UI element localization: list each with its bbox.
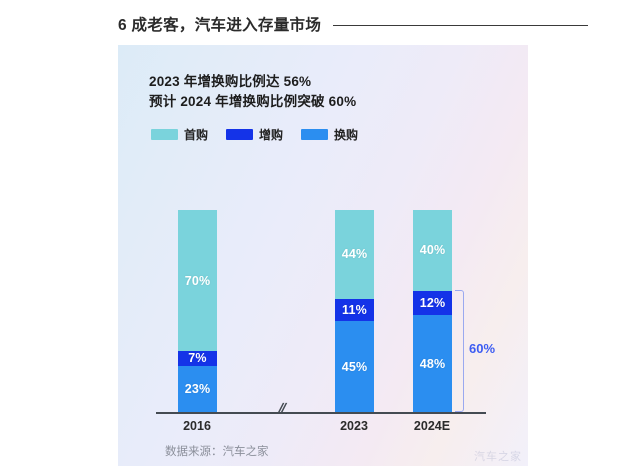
- legend-item-replacement-purchase[interactable]: 换购: [301, 126, 358, 143]
- page-title: 6 成老客，汽车进入存量市场: [118, 17, 322, 34]
- bar-segment-2023-additional-purchase[interactable]: 11%: [335, 298, 374, 322]
- bar-2023[interactable]: 44% 11% 45%: [335, 210, 374, 412]
- bar-2016[interactable]: 70% 7% 23%: [178, 210, 217, 412]
- chart-card: 2023 年增换购比例达 56% 预计 2024 年增换购比例突破 60% 首购…: [118, 45, 528, 466]
- x-axis-line: [156, 412, 486, 414]
- watermark: 汽车之家: [474, 451, 522, 463]
- legend-item-first-purchase[interactable]: 首购: [151, 126, 208, 143]
- bar-segment-label: 48%: [419, 356, 446, 371]
- x-axis-tick-2023: 2023: [340, 419, 368, 433]
- x-axis-tick-2024e: 2024E: [413, 419, 451, 433]
- annotation-bracket: [455, 290, 464, 412]
- bar-segment-label: 11%: [342, 303, 367, 318]
- page-header: 6 成老客，汽车进入存量市场: [118, 9, 588, 39]
- kpi-line-2: 预计 2024 年增换购比例突破 60%: [149, 93, 357, 109]
- bar-segment-2016-first-purchase[interactable]: 70%: [178, 210, 217, 352]
- bar-segment-2016-replacement-purchase[interactable]: 23%: [178, 365, 217, 412]
- bar-segment-2023-first-purchase[interactable]: 44%: [335, 210, 374, 299]
- legend-swatch-icon-replacement-purchase: [301, 129, 329, 140]
- bar-segment-label: 70%: [184, 273, 211, 288]
- x-axis-tick-2016: 2016: [183, 419, 211, 433]
- legend-label-first-purchase: 首购: [184, 128, 209, 142]
- bar-segment-label: 7%: [188, 351, 207, 366]
- bar-segment-label: 40%: [419, 243, 446, 258]
- legend-swatch-icon-first-purchase: [151, 129, 178, 140]
- legend-label-additional-purchase: 增购: [259, 128, 284, 142]
- chart-plot-area: 70% 7% 23% 44% 11% 45% 40%: [118, 45, 528, 466]
- legend-label-replacement-purchase: 换购: [334, 128, 359, 142]
- kpi-text-block: 2023 年增换购比例达 56% 预计 2024 年增换购比例突破 60%: [149, 72, 356, 111]
- chart-legend: 首购 增购 换购: [151, 126, 358, 143]
- legend-item-additional-purchase[interactable]: 增购: [226, 126, 283, 143]
- bar-segment-label: 45%: [341, 359, 368, 374]
- bar-segment-label: 44%: [341, 247, 368, 262]
- source-note: 数据来源：汽车之家: [165, 446, 269, 458]
- bar-segment-2024e-first-purchase[interactable]: 40%: [413, 210, 452, 291]
- bar-segment-label: 12%: [419, 295, 446, 310]
- bar-segment-2024e-replacement-purchase[interactable]: 48%: [413, 315, 452, 412]
- kpi-line-1: 2023 年增换购比例达 56%: [149, 74, 312, 89]
- annotation-label-60-percent: 60%: [469, 341, 496, 356]
- bar-segment-2023-replacement-purchase[interactable]: 45%: [335, 321, 374, 412]
- bar-segment-2024e-additional-purchase[interactable]: 12%: [413, 290, 452, 315]
- header-divider: [333, 24, 588, 26]
- legend-swatch-icon-additional-purchase: [226, 129, 254, 140]
- bar-segment-2016-additional-purchase[interactable]: 7%: [178, 351, 217, 366]
- bar-segment-label: 23%: [184, 381, 211, 396]
- bar-2024e[interactable]: 40% 12% 48%: [413, 210, 452, 412]
